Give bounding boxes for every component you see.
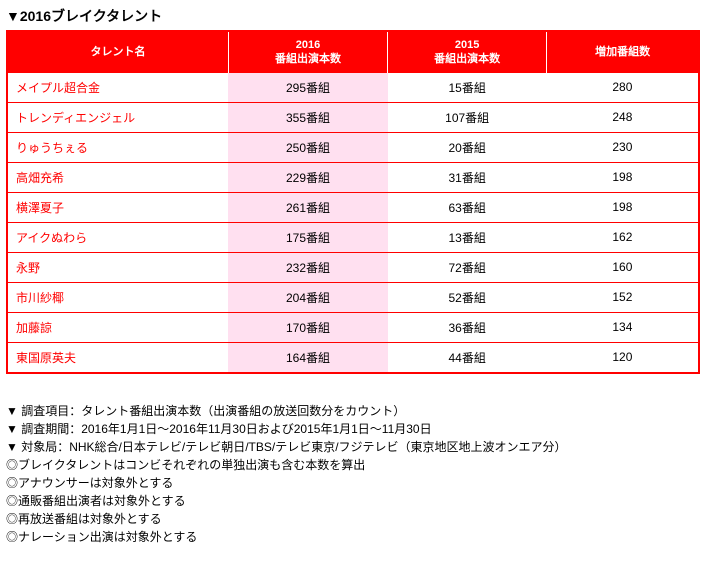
cell-2015: 13番組 bbox=[388, 222, 547, 252]
page-title: ▼2016ブレイクタレント bbox=[6, 6, 701, 26]
cell-2015: 107番組 bbox=[388, 102, 547, 132]
cell-2016: 355番組 bbox=[228, 102, 387, 132]
notes-block: ▼ 調査項目：タレント番組出演本数（出演番組の放送回数分をカウント）▼ 調査期間… bbox=[6, 402, 701, 546]
header-name: タレント名 bbox=[7, 31, 228, 73]
header-2015: 2015 番組出演本数 bbox=[388, 31, 547, 73]
cell-name: トレンディエンジェル bbox=[7, 102, 228, 132]
table-row: アイクぬわら175番組13番組162 bbox=[7, 222, 699, 252]
note-line: ◎ナレーション出演は対象外とする bbox=[6, 528, 701, 546]
cell-2015: 63番組 bbox=[388, 192, 547, 222]
cell-2016: 295番組 bbox=[228, 73, 387, 103]
header-row: タレント名 2016 番組出演本数 2015 番組出演本数 増加番組数 bbox=[7, 31, 699, 73]
cell-2016: 250番組 bbox=[228, 132, 387, 162]
table-row: 横澤夏子261番組63番組198 bbox=[7, 192, 699, 222]
table-row: トレンディエンジェル355番組107番組248 bbox=[7, 102, 699, 132]
cell-name: 加藤諒 bbox=[7, 312, 228, 342]
header-2016-l1: 2016 bbox=[296, 39, 320, 51]
cell-inc: 230 bbox=[547, 132, 699, 162]
header-2016: 2016 番組出演本数 bbox=[228, 31, 387, 73]
table-row: 加藤諒170番組36番組134 bbox=[7, 312, 699, 342]
note-line: ▼ 対象局：NHK総合/日本テレビ/テレビ朝日/TBS/テレビ東京/フジテレビ（… bbox=[6, 438, 701, 456]
table-row: 高畑充希229番組31番組198 bbox=[7, 162, 699, 192]
cell-2015: 44番組 bbox=[388, 342, 547, 373]
cell-inc: 280 bbox=[547, 73, 699, 103]
note-line: ◎通販番組出演者は対象外とする bbox=[6, 492, 701, 510]
note-line: ◎再放送番組は対象外とする bbox=[6, 510, 701, 528]
cell-name: 市川紗椰 bbox=[7, 282, 228, 312]
table-row: りゅうちぇる250番組20番組230 bbox=[7, 132, 699, 162]
cell-inc: 248 bbox=[547, 102, 699, 132]
cell-name: メイプル超合金 bbox=[7, 73, 228, 103]
cell-2016: 204番組 bbox=[228, 282, 387, 312]
table-row: 永野232番組72番組160 bbox=[7, 252, 699, 282]
cell-2016: 175番組 bbox=[228, 222, 387, 252]
cell-name: 横澤夏子 bbox=[7, 192, 228, 222]
cell-inc: 120 bbox=[547, 342, 699, 373]
cell-2015: 72番組 bbox=[388, 252, 547, 282]
note-line: ◎アナウンサーは対象外とする bbox=[6, 474, 701, 492]
cell-inc: 162 bbox=[547, 222, 699, 252]
table-row: 市川紗椰204番組52番組152 bbox=[7, 282, 699, 312]
table-row: メイプル超合金295番組15番組280 bbox=[7, 73, 699, 103]
note-line: ◎ブレイクタレントはコンビそれぞれの単独出演も含む本数を算出 bbox=[6, 456, 701, 474]
cell-name: 高畑充希 bbox=[7, 162, 228, 192]
ranking-table: タレント名 2016 番組出演本数 2015 番組出演本数 増加番組数 メイプル… bbox=[6, 30, 700, 374]
cell-2015: 36番組 bbox=[388, 312, 547, 342]
cell-inc: 134 bbox=[547, 312, 699, 342]
cell-inc: 198 bbox=[547, 192, 699, 222]
cell-2015: 15番組 bbox=[388, 73, 547, 103]
cell-name: アイクぬわら bbox=[7, 222, 228, 252]
cell-2016: 229番組 bbox=[228, 162, 387, 192]
cell-name: りゅうちぇる bbox=[7, 132, 228, 162]
cell-name: 東国原英夫 bbox=[7, 342, 228, 373]
cell-2016: 261番組 bbox=[228, 192, 387, 222]
cell-2015: 20番組 bbox=[388, 132, 547, 162]
cell-inc: 152 bbox=[547, 282, 699, 312]
header-2015-l1: 2015 bbox=[455, 39, 479, 51]
cell-2016: 170番組 bbox=[228, 312, 387, 342]
cell-2015: 52番組 bbox=[388, 282, 547, 312]
table-row: 東国原英夫164番組44番組120 bbox=[7, 342, 699, 373]
header-2016-l2: 番組出演本数 bbox=[275, 53, 341, 65]
cell-name: 永野 bbox=[7, 252, 228, 282]
cell-2016: 164番組 bbox=[228, 342, 387, 373]
header-inc: 増加番組数 bbox=[547, 31, 699, 73]
cell-2016: 232番組 bbox=[228, 252, 387, 282]
note-line: ▼ 調査項目：タレント番組出演本数（出演番組の放送回数分をカウント） bbox=[6, 402, 701, 420]
note-line: ▼ 調査期間：2016年1月1日～2016年11月30日および2015年1月1日… bbox=[6, 420, 701, 438]
cell-inc: 198 bbox=[547, 162, 699, 192]
header-2015-l2: 番組出演本数 bbox=[434, 53, 500, 65]
cell-inc: 160 bbox=[547, 252, 699, 282]
cell-2015: 31番組 bbox=[388, 162, 547, 192]
